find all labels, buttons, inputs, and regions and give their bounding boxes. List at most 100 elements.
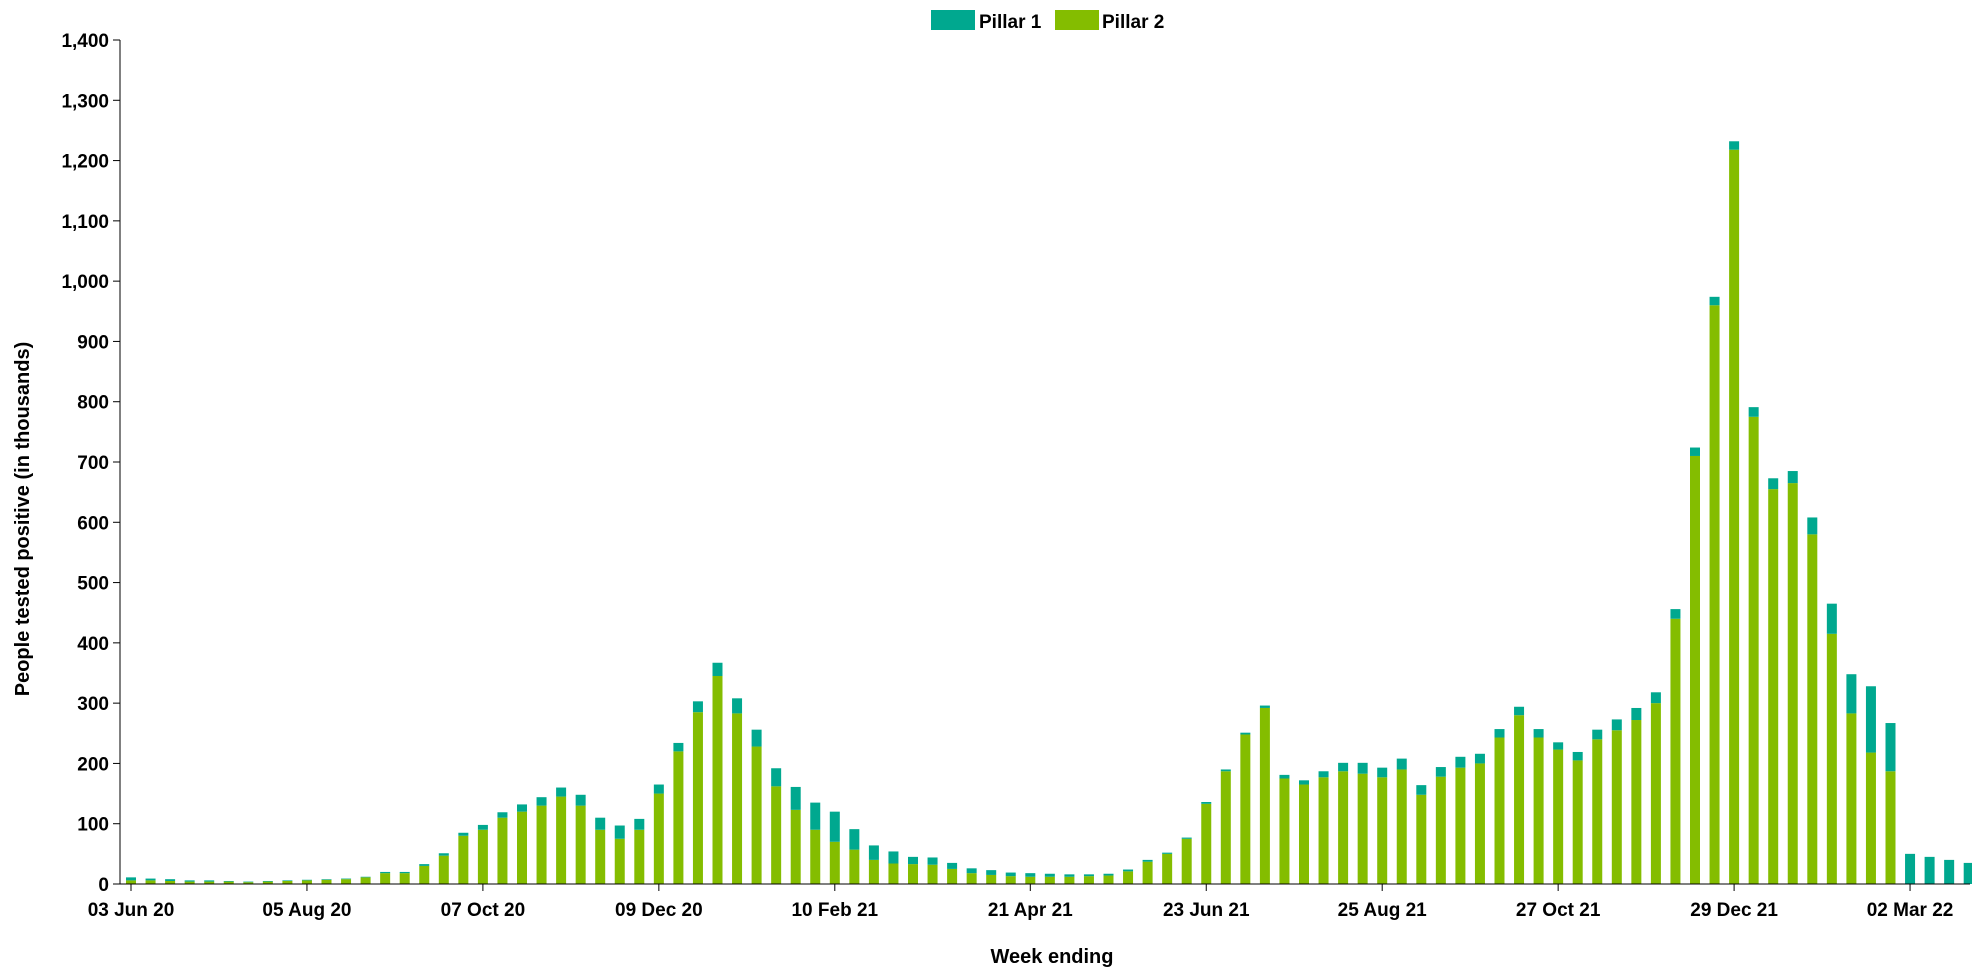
y-tick-label: 1,100	[61, 212, 109, 233]
x-tick-label: 02 Mar 22	[1867, 900, 1954, 921]
bar-pillar-1	[986, 870, 997, 875]
bar-pillar-1	[1865, 686, 1876, 753]
bar-pillar-2	[341, 879, 352, 884]
bar-pillar-1	[1025, 873, 1036, 877]
bar-pillar-1	[1533, 729, 1544, 738]
bar-pillar-2	[497, 817, 508, 884]
bar-pillar-1	[868, 845, 879, 860]
bar-pillar-2	[692, 712, 703, 884]
bar-pillar-1	[947, 862, 958, 869]
x-tick-label: 10 Feb 21	[791, 900, 878, 921]
bar-pillar-2	[536, 805, 547, 884]
x-tick-label: 23 Jun 21	[1163, 900, 1250, 921]
legend-swatch	[1055, 10, 1099, 30]
bar-pillar-1	[438, 853, 449, 856]
bar-pillar-1	[614, 825, 625, 839]
y-tick-label: 1,400	[61, 31, 109, 52]
bar-pillar-1	[1357, 762, 1368, 774]
bar-pillar-1	[536, 797, 547, 806]
y-tick-label: 400	[77, 634, 109, 655]
bar-pillar-2	[1494, 737, 1505, 884]
bar-pillar-2	[556, 796, 567, 884]
bar-pillar-2	[1611, 730, 1622, 884]
bar-pillar-2	[380, 873, 391, 884]
bar-pillar-1	[1396, 758, 1407, 770]
bar-pillar-1	[1181, 837, 1192, 839]
bar-pillar-1	[243, 881, 254, 883]
bar-pillar-2	[1572, 760, 1583, 884]
bar-pillar-2	[1455, 767, 1466, 884]
bar-pillar-1	[126, 877, 136, 881]
bar-pillar-2	[1768, 489, 1779, 884]
bar-pillar-1	[1924, 856, 1935, 884]
bar-pillar-1	[1650, 692, 1661, 704]
bar-pillar-1	[1201, 802, 1212, 804]
bar-pillar-1	[360, 876, 371, 878]
bar-pillar-2	[614, 838, 625, 884]
bar-pillar-1	[184, 880, 195, 882]
bar-pillar-2	[1631, 720, 1642, 884]
bar-pillar-2	[1514, 715, 1525, 884]
bar-pillar-2	[517, 811, 527, 884]
bar-pillar-1	[517, 804, 527, 812]
y-tick-label: 700	[77, 453, 109, 474]
bar-pillar-1	[634, 818, 645, 830]
bar-pillar-2	[829, 841, 840, 884]
bar-pillar-1	[673, 742, 684, 752]
y-tick-label: 500	[77, 574, 109, 595]
bar-pillar-1	[477, 824, 488, 830]
bar-pillar-1	[1240, 732, 1251, 735]
bar-pillar-2	[1220, 771, 1231, 884]
bar-pillar-2	[223, 881, 234, 884]
bar-pillar-2	[1474, 763, 1485, 884]
bar-pillar-1	[1768, 478, 1779, 490]
bar-pillar-2	[1416, 794, 1427, 884]
bar-pillar-2	[1435, 776, 1446, 884]
bar-pillar-2	[1162, 853, 1173, 884]
bar-pillar-1	[1709, 296, 1720, 306]
bar-pillar-2	[1005, 876, 1016, 884]
bar-pillar-2	[653, 793, 664, 884]
y-tick-label: 1,300	[61, 91, 109, 112]
bar-pillar-2	[360, 877, 371, 884]
bar-pillar-2	[282, 880, 293, 884]
bar-pillar-2	[145, 880, 156, 884]
bar-pillar-2	[419, 865, 430, 884]
x-tick-label: 29 Dec 21	[1690, 900, 1778, 921]
bar-pillar-2	[1592, 739, 1603, 884]
bar-pillar-2	[1377, 777, 1388, 884]
bar-pillar-2	[184, 881, 195, 884]
bar-pillar-1	[419, 864, 430, 866]
bar-pillar-2	[1338, 771, 1349, 884]
bar-pillar-1	[301, 879, 312, 881]
y-tick-label: 1,000	[61, 272, 109, 293]
y-tick-label: 600	[77, 513, 109, 534]
bar-pillar-2	[595, 829, 606, 884]
y-tick-label: 1,200	[61, 152, 109, 173]
bar-pillar-2	[1357, 773, 1368, 884]
bar-pillar-2	[1103, 875, 1114, 884]
bar-pillar-1	[262, 880, 273, 882]
bar-pillar-2	[204, 881, 215, 884]
bar-pillar-2	[1259, 707, 1270, 884]
bar-pillar-2	[1123, 871, 1134, 884]
bar-pillar-2	[751, 746, 762, 884]
bar-pillar-2	[790, 809, 801, 884]
bar-pillar-2	[634, 829, 645, 884]
bar-pillar-1	[1944, 859, 1955, 884]
bar-pillar-1	[1514, 706, 1525, 716]
bar-pillar-1	[1553, 742, 1564, 750]
bar-pillar-2	[1044, 876, 1055, 884]
bar-pillar-2	[732, 713, 743, 884]
bar-pillar-1	[1142, 859, 1153, 862]
bar-pillar-1	[1807, 517, 1818, 535]
bar-pillar-2	[1201, 803, 1212, 884]
bar-pillar-1	[653, 784, 664, 794]
bar-pillar-2	[986, 874, 997, 884]
bar-pillar-2	[438, 855, 449, 884]
bar-pillar-1	[282, 880, 293, 881]
bar-pillar-2	[321, 879, 332, 884]
y-tick-label: 100	[77, 815, 109, 836]
bar-pillar-1	[1592, 729, 1603, 740]
legend-label: Pillar 2	[1102, 12, 1164, 33]
